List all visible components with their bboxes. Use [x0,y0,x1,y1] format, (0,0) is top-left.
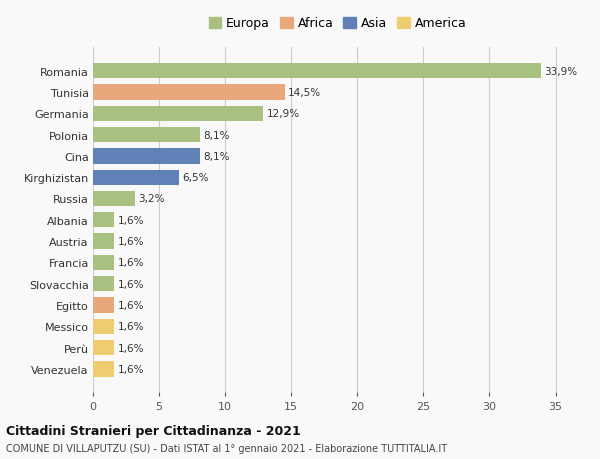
Bar [93,149,200,164]
Bar [93,276,114,292]
Text: 3,2%: 3,2% [139,194,165,204]
Bar [93,234,114,249]
Bar [93,255,114,270]
Bar [93,106,263,122]
Bar [93,213,114,228]
Bar [93,298,114,313]
Bar [93,191,135,207]
Text: COMUNE DI VILLAPUTZU (SU) - Dati ISTAT al 1° gennaio 2021 - Elaborazione TUTTITA: COMUNE DI VILLAPUTZU (SU) - Dati ISTAT a… [6,443,447,453]
Text: 1,6%: 1,6% [118,322,144,331]
Text: 6,5%: 6,5% [182,173,209,183]
Text: 14,5%: 14,5% [288,88,321,98]
Text: 8,1%: 8,1% [203,151,230,162]
Text: 1,6%: 1,6% [118,343,144,353]
Bar [93,170,179,185]
Text: 1,6%: 1,6% [118,279,144,289]
Text: 1,6%: 1,6% [118,215,144,225]
Bar [93,319,114,334]
Text: 12,9%: 12,9% [267,109,300,119]
Text: 1,6%: 1,6% [118,364,144,374]
Bar [93,64,541,79]
Text: Cittadini Stranieri per Cittadinanza - 2021: Cittadini Stranieri per Cittadinanza - 2… [6,424,301,437]
Bar [93,340,114,356]
Text: 1,6%: 1,6% [118,300,144,310]
Bar [93,128,200,143]
Text: 1,6%: 1,6% [118,258,144,268]
Bar [93,362,114,377]
Text: 1,6%: 1,6% [118,236,144,246]
Legend: Europa, Africa, Asia, America: Europa, Africa, Asia, America [206,15,469,33]
Text: 8,1%: 8,1% [203,130,230,140]
Bar [93,85,284,101]
Text: 33,9%: 33,9% [544,67,577,77]
